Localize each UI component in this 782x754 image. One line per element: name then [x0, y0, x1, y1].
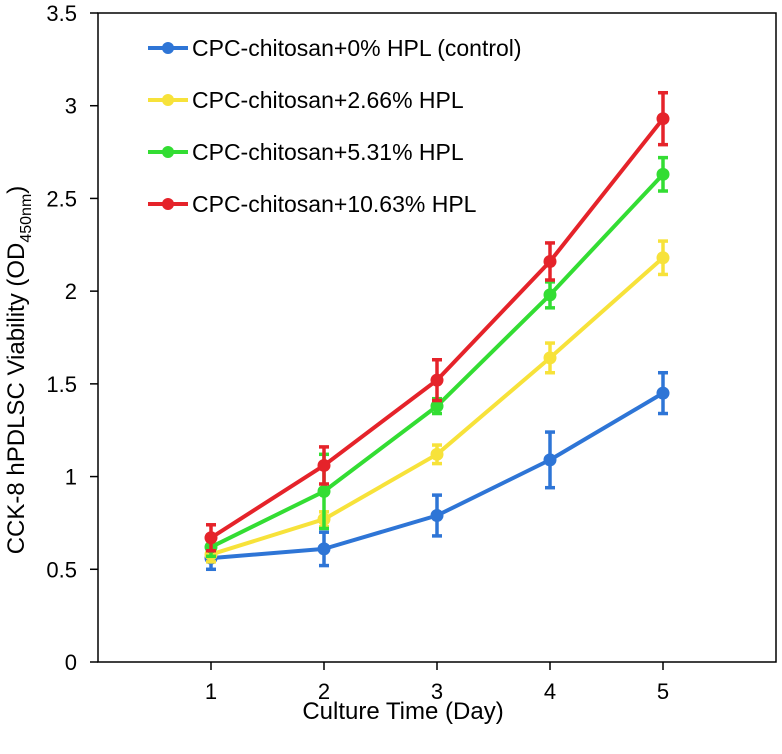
series-line: [209, 117, 665, 540]
data-point: [430, 509, 444, 523]
y-tick-label: 0.5: [46, 557, 77, 582]
y-axis-title: CCK-8 hPDLSC Viability (OD450nm): [3, 186, 35, 555]
y-tick-label: 1.5: [46, 372, 77, 397]
data-point: [656, 386, 670, 400]
y-tick-label: 3: [65, 94, 77, 119]
series-4: [204, 90, 670, 553]
legend-swatch-marker: [162, 198, 174, 210]
data-point: [656, 112, 670, 126]
legend-swatch-marker: [162, 94, 174, 106]
x-axis: 1 2 3 4 5: [205, 662, 669, 704]
y-tick-label: 2: [65, 279, 77, 304]
legend-item: CPC-chitosan+5.31% HPL: [148, 139, 464, 165]
x-tick-label: 2: [318, 679, 330, 704]
y-axis-title-close: ): [3, 186, 30, 194]
x-tick-label: 5: [657, 679, 669, 704]
legend-swatch-marker: [162, 146, 174, 158]
data-point: [543, 254, 557, 268]
data-point: [317, 484, 331, 498]
data-point: [543, 351, 557, 365]
legend-swatch-marker: [162, 42, 174, 54]
y-axis-title-main: CCK-8 hPDLSC Viability (OD: [3, 243, 30, 555]
data-point: [656, 167, 670, 181]
y-tick-label: 3.5: [46, 1, 77, 26]
data-point: [430, 399, 444, 413]
y-axis-title-subscript: 450nm: [18, 194, 35, 243]
y-tick-label: 2.5: [46, 186, 77, 211]
data-point: [317, 458, 331, 472]
legend-item: CPC-chitosan+10.63% HPL: [148, 191, 477, 217]
data-point: [543, 453, 557, 467]
legend: CPC-chitosan+0% HPL (control) CPC-chitosa…: [148, 35, 522, 217]
data-point: [543, 288, 557, 302]
legend-item: CPC-chitosan+0% HPL (control): [148, 35, 522, 61]
data-point: [430, 447, 444, 461]
legend-label: CPC-chitosan+5.31% HPL: [192, 139, 464, 165]
data-point: [656, 251, 670, 265]
y-tick-label: 0: [65, 650, 77, 675]
legend-label: CPC-chitosan+0% HPL (control): [192, 35, 522, 61]
x-tick-label: 3: [431, 679, 443, 704]
legend-label: CPC-chitosan+10.63% HPL: [192, 191, 477, 217]
data-point: [317, 542, 331, 556]
x-tick-label: 4: [544, 679, 556, 704]
data-point: [430, 373, 444, 387]
legend-label: CPC-chitosan+2.66% HPL: [192, 87, 464, 113]
series-layer: [204, 90, 670, 572]
data-point: [204, 531, 218, 545]
y-tick-label: 1: [65, 465, 77, 490]
legend-item: CPC-chitosan+2.66% HPL: [148, 87, 464, 113]
y-axis: 0 0.5 1 1.5 2 2.5 3 3.5: [46, 1, 98, 675]
x-axis-title: Culture Time (Day): [302, 698, 503, 725]
x-tick-label: 1: [205, 679, 217, 704]
